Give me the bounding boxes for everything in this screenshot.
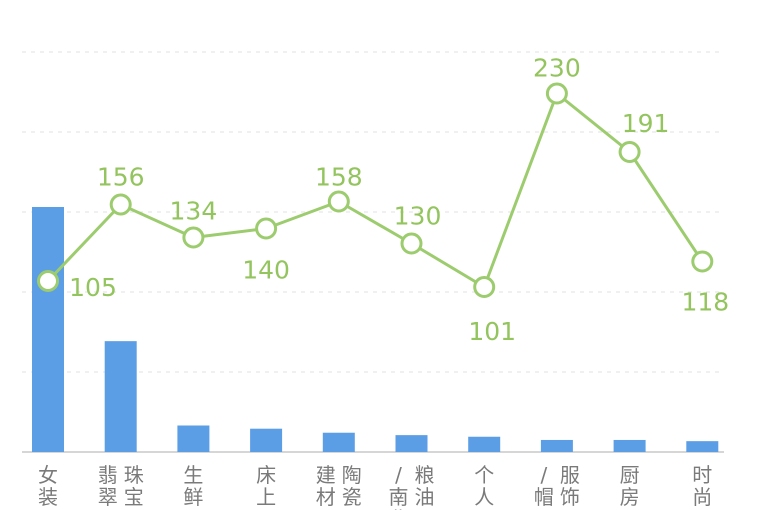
line-point: [255, 217, 278, 240]
category-label: 厨房: [620, 463, 640, 509]
bar: [468, 436, 501, 452]
data-label: 230: [533, 54, 581, 83]
line-point: [473, 276, 496, 298]
line-point: [618, 141, 641, 163]
line-point: [182, 226, 205, 249]
bar: [322, 432, 355, 452]
data-label: 118: [681, 288, 729, 317]
series-line: [46, 92, 704, 289]
line-point: [545, 82, 568, 105]
category-label: 翡翠: [98, 463, 118, 509]
category-label: 女装: [38, 463, 58, 509]
category-label: 床上: [256, 463, 276, 509]
data-label: 140: [242, 256, 290, 285]
category-label: 生鲜: [183, 463, 203, 509]
bar: [686, 441, 719, 452]
category-label: 个人: [474, 463, 494, 509]
bar: [177, 425, 210, 452]
data-label: 101: [468, 317, 516, 346]
category-label: /南北: [389, 463, 409, 510]
bar: [540, 439, 573, 452]
data-label: 156: [97, 163, 145, 192]
category-label: 珠宝: [124, 463, 144, 509]
data-labels: 105 156 134 140 158 130 101 230 191 118: [69, 54, 729, 347]
bar: [32, 207, 64, 452]
line-point: [37, 270, 59, 292]
bar: [395, 435, 428, 452]
category-label: 建材: [316, 463, 336, 509]
category-label: 粮油: [415, 463, 435, 509]
line-point: [109, 193, 132, 216]
data-label: 191: [622, 109, 670, 138]
category-label: 服饰: [560, 463, 580, 509]
line-series: [37, 82, 714, 298]
bar: [250, 428, 283, 452]
bar: [613, 439, 646, 452]
category-label: 陶瓷: [342, 463, 362, 509]
line-point: [691, 250, 714, 273]
category-label: 时尚: [692, 463, 712, 509]
bar-series: [32, 207, 719, 452]
data-label: 134: [170, 197, 218, 226]
category-label: /帽子: [534, 463, 554, 510]
line-point: [327, 190, 350, 213]
bar: [104, 341, 137, 452]
data-label: 158: [315, 163, 363, 192]
data-label: 130: [394, 202, 442, 231]
data-label: 105: [69, 273, 117, 302]
line-point: [400, 232, 423, 255]
